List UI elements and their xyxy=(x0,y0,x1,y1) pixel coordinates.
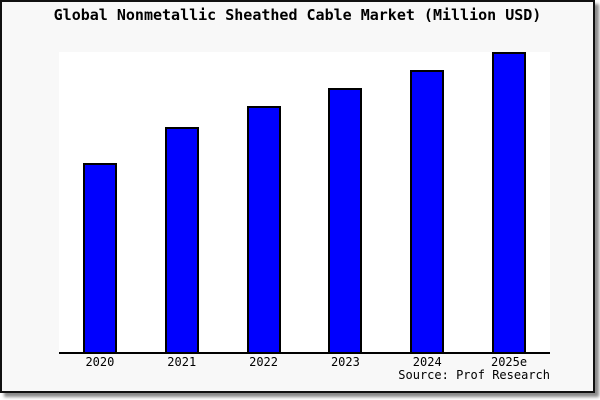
x-tick-label-2025e: 2025e xyxy=(490,355,528,369)
bar-slot xyxy=(141,52,223,352)
x-tick-label-2023: 2023 xyxy=(330,355,360,369)
x-tick-label-2024: 2024 xyxy=(412,355,442,369)
bar-slot xyxy=(223,52,305,352)
bar-slot xyxy=(386,52,468,352)
x-tick-label-2020: 2020 xyxy=(85,355,115,369)
bar-slot xyxy=(304,52,386,352)
chart-figure: Global Nonmetallic Sheathed Cable Market… xyxy=(0,0,595,393)
x-tick-label-2021: 2021 xyxy=(167,355,197,369)
bar-2022 xyxy=(246,106,281,352)
bar-2023 xyxy=(328,88,363,352)
bar-2024 xyxy=(410,70,445,352)
x-tick-label-2022: 2022 xyxy=(249,355,279,369)
source-credit: Source: Prof Research xyxy=(398,368,550,382)
bar-2025e xyxy=(492,52,527,352)
x-axis-labels: 2020 2021 2022 2023 2024 2025e xyxy=(59,355,550,369)
bar-2020 xyxy=(82,163,117,352)
bar-2021 xyxy=(164,127,199,352)
plot-area xyxy=(59,52,550,354)
chart-title: Global Nonmetallic Sheathed Cable Market… xyxy=(53,6,542,24)
bar-slot xyxy=(468,52,550,352)
bars-container xyxy=(59,52,550,352)
bar-slot xyxy=(59,52,141,352)
